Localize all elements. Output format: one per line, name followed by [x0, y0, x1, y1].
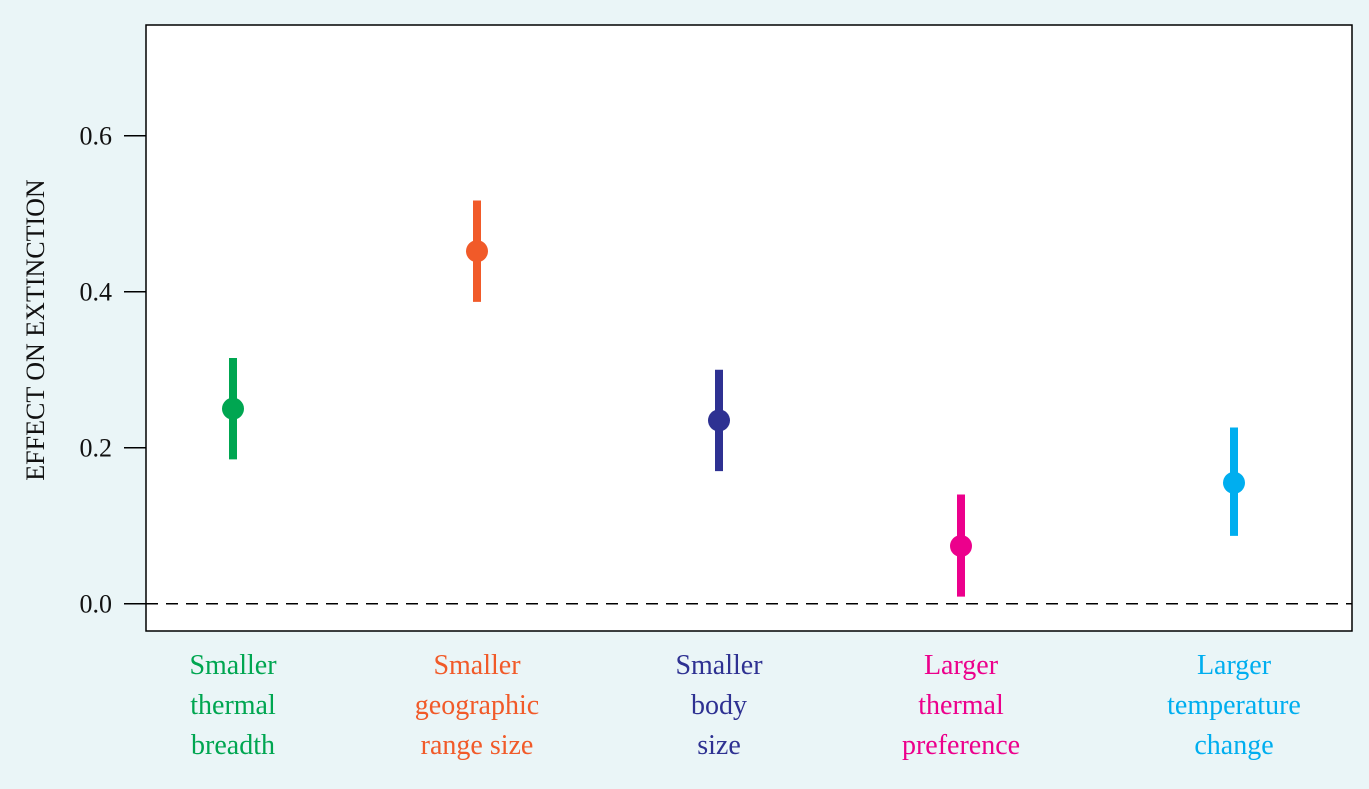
x-category-label-line: Smaller	[189, 650, 277, 681]
y-tick-label: 0.4	[80, 278, 113, 307]
point-estimate	[222, 397, 244, 420]
x-category-label-line: change	[1194, 730, 1273, 761]
x-category-label-line: body	[691, 690, 747, 721]
y-tick-label: 0.2	[80, 434, 113, 463]
point-estimate	[950, 534, 972, 557]
y-tick-label: 0.0	[80, 590, 113, 619]
x-category-label-line: geographic	[415, 690, 539, 721]
y-axis-label: EFFECT ON EXTINCTION	[21, 179, 50, 481]
x-category-label-line: thermal	[190, 690, 276, 721]
plot-area	[145, 24, 1353, 632]
x-category-label-line: Smaller	[433, 650, 521, 681]
x-category-label-line: Smaller	[675, 650, 763, 681]
y-tick-label: 0.6	[80, 122, 113, 151]
point-estimate	[1223, 471, 1245, 494]
x-category-label-line: Larger	[924, 650, 999, 681]
x-category-labels: Smaller thermal breadth Smaller geographic ra…	[189, 650, 1300, 761]
point-estimate	[466, 240, 488, 263]
x-category-label-line: breadth	[191, 730, 275, 761]
x-category-label-line: range size	[421, 730, 534, 761]
x-category-label-line: Larger	[1197, 650, 1272, 681]
x-category-label-line: thermal	[918, 690, 1004, 721]
x-category-label-line: temperature	[1167, 690, 1301, 721]
y-axis: 0.0 0.2 0.4 0.6	[80, 122, 146, 619]
point-estimate	[708, 409, 730, 432]
x-category-label-line: preference	[902, 730, 1020, 761]
x-category-label-line: size	[697, 730, 741, 761]
data-marks	[222, 200, 1245, 597]
